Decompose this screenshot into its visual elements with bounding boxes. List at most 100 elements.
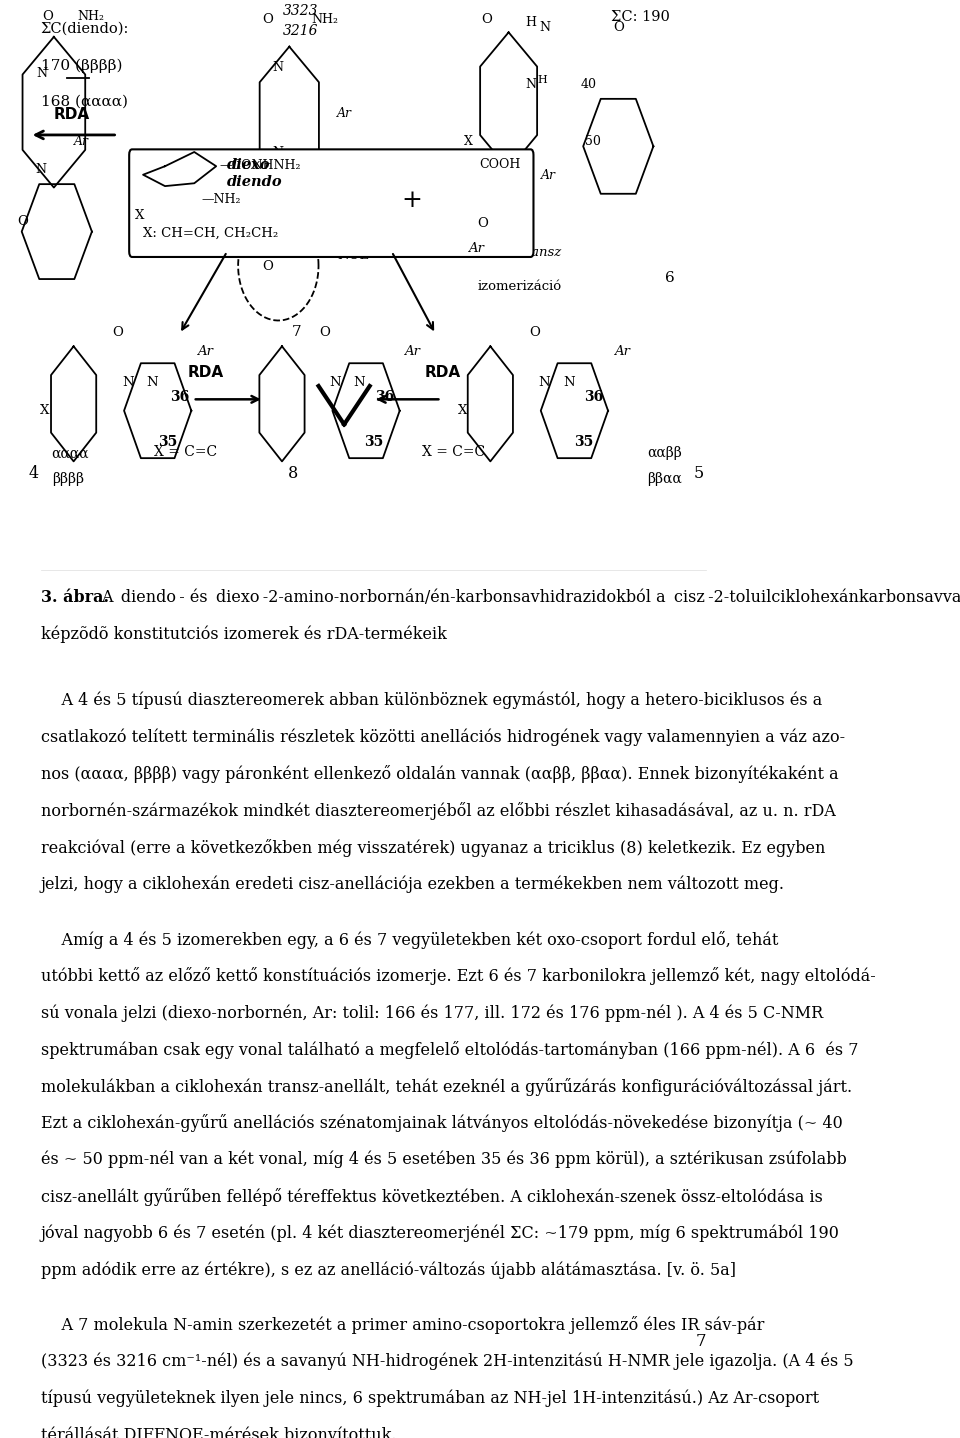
Text: 35: 35 (364, 436, 383, 449)
Text: N: N (525, 78, 536, 91)
Text: X: X (458, 404, 468, 417)
Text: ΣC: 190: ΣC: 190 (611, 10, 669, 24)
Text: NOE: NOE (337, 249, 369, 262)
Text: A 4 és 5 típusú diasztereomerek abban különböznek egymástól, hogy a hetero-bicik: A 4 és 5 típusú diasztereomerek abban kü… (40, 692, 822, 709)
Text: 168 (αααα): 168 (αααα) (40, 95, 128, 109)
Text: N: N (147, 377, 158, 390)
Text: N: N (539, 377, 550, 390)
Text: O: O (319, 326, 330, 339)
Text: 35: 35 (157, 436, 177, 449)
Text: 35: 35 (574, 436, 593, 449)
Text: ΣC(diendo):: ΣC(diendo): (40, 22, 129, 35)
Text: spektrumában csak egy vonal található a megfelelő eltolódás-tartományban (166 pp: spektrumában csak egy vonal található a … (40, 1041, 858, 1058)
Text: nos (αααα, ββββ) vagy páronként ellenkező oldalán vannak (ααββ, ββαα). Ennek biz: nos (αααα, ββββ) vagy páronként ellenkez… (40, 765, 838, 784)
Text: O: O (529, 326, 540, 339)
Text: N: N (540, 22, 551, 35)
Text: 5: 5 (693, 466, 704, 483)
Text: jelzi, hogy a ciklohexán eredeti cisz-anellációja ezekben a termékekben nem vált: jelzi, hogy a ciklohexán eredeti cisz-an… (40, 876, 784, 893)
Text: N: N (329, 377, 341, 390)
Text: sú vonala jelzi (diexo-norbornén, Ar: tolil: 166 és 177, ill. 172 és 176 ppm-nél: sú vonala jelzi (diexo-norbornén, Ar: to… (40, 1004, 823, 1021)
Text: 4: 4 (29, 466, 38, 483)
Text: 3216: 3216 (282, 24, 318, 37)
Text: diexo: diexo (228, 158, 271, 171)
Text: típusú vegyületeknek ilyen jele nincs, 6 spektrumában az NH-jel 1H-intenzitású.): típusú vegyületeknek ilyen jele nincs, 6… (40, 1389, 819, 1408)
Text: —CONHNH₂: —CONHNH₂ (220, 158, 301, 171)
Text: O: O (17, 214, 28, 227)
Text: A  diendo - és  diexo -2-amino-norbornán/én-karbonsavhidrazidokból a  cisz -2-to: A diendo - és diexo -2-amino-norbornán/é… (102, 590, 960, 607)
Text: RDA: RDA (187, 365, 224, 380)
Text: NH₂: NH₂ (311, 13, 338, 26)
Text: izomerizáció: izomerizáció (478, 280, 562, 293)
Text: 36: 36 (585, 390, 604, 404)
Text: 170 (ββββ): 170 (ββββ) (40, 58, 122, 72)
Text: ββαα: ββαα (648, 472, 683, 486)
Text: térállását DIFFNOE-mérések bizonyítottuk.: térállását DIFFNOE-mérések bizonyítottuk… (40, 1426, 396, 1438)
Text: Ar: Ar (197, 345, 213, 358)
Text: csatlakozó telített terminális részletek közötti anellációs hidrogének vagy vala: csatlakozó telített terminális részletek… (40, 729, 845, 746)
Text: N: N (353, 377, 365, 390)
Text: +: + (401, 188, 422, 211)
Text: O: O (612, 22, 624, 35)
Text: X: X (464, 135, 473, 148)
Text: X: X (39, 404, 49, 417)
Text: 36: 36 (374, 390, 394, 404)
Text: N: N (36, 164, 46, 177)
Text: Ar: Ar (468, 242, 484, 255)
Text: N: N (36, 66, 48, 79)
Text: Ar: Ar (74, 135, 88, 148)
Text: Ar: Ar (614, 345, 630, 358)
Text: H: H (538, 75, 547, 85)
Text: O: O (262, 13, 273, 26)
Text: 3. ábra.: 3. ábra. (40, 590, 108, 607)
Text: A 7 molekula N-amin szerkezetét a primer amino-csoportokra jellemző éles IR sáv-: A 7 molekula N-amin szerkezetét a primer… (40, 1316, 764, 1334)
Text: Amíg a 4 és 5 izomerekben egy, a 6 és 7 vegyületekben két oxo-csoport fordul elő: Amíg a 4 és 5 izomerekben egy, a 6 és 7 … (40, 930, 779, 949)
Text: O: O (262, 260, 273, 273)
Text: N: N (123, 377, 134, 390)
Text: (3323 és 3216 cm⁻¹-nél) és a savanyú NH-hidrogének 2H-intenzitású H-NMR jele iga: (3323 és 3216 cm⁻¹-nél) és a savanyú NH-… (40, 1353, 853, 1370)
Text: COOH: COOH (479, 158, 520, 171)
Text: N: N (564, 377, 575, 390)
Text: 7: 7 (695, 1333, 706, 1349)
Text: Ar: Ar (404, 345, 420, 358)
Text: cisz-anellált gyűrűben fellépő téreffektus következtében. A ciklohexán-szenek ös: cisz-anellált gyűrűben fellépő téreffekt… (40, 1188, 823, 1205)
Text: O: O (481, 13, 492, 26)
Text: jóval nagyobb 6 és 7 esetén (pl. 4 két diasztereomerjénél ΣC: ~179 ppm, míg 6 sp: jóval nagyobb 6 és 7 esetén (pl. 4 két d… (40, 1224, 840, 1242)
Text: képzõdõ konstitutciós izomerek és rDA-termékeik: képzõdõ konstitutciós izomerek és rDA-te… (40, 626, 446, 643)
Text: O: O (42, 10, 54, 23)
Text: RDA: RDA (54, 106, 90, 121)
Text: N: N (273, 147, 284, 160)
Text: 50: 50 (585, 135, 601, 148)
Text: αααα: αααα (52, 446, 89, 460)
Text: X: CH=CH, CH₂CH₂: X: CH=CH, CH₂CH₂ (143, 227, 278, 240)
Text: —NH₂: —NH₂ (202, 193, 241, 206)
Text: RDA: RDA (424, 365, 461, 380)
Text: 6: 6 (664, 272, 674, 285)
Text: norbornén-származékok mindkét diasztereomerjéből az előbbi részlet kihasadásával: norbornén-származékok mindkét diasztereo… (40, 802, 835, 820)
Text: Ezt a ciklohexán-gyűrű anellációs szénatomjainak látványos eltolódás-növekedése : Ezt a ciklohexán-gyűrű anellációs szénat… (40, 1114, 843, 1132)
Text: reakcióval (erre a következőkben még visszatérek) ugyanaz a triciklus (8) keletk: reakcióval (erre a következőkben még vis… (40, 838, 825, 857)
Text: és ~ 50 ppm-nél van a két vonal, míg 4 és 5 esetében 35 és 36 ppm körül), a szté: és ~ 50 ppm-nél van a két vonal, míg 4 é… (40, 1150, 847, 1169)
Text: Ar: Ar (541, 170, 557, 183)
Text: diendo: diendo (228, 175, 283, 188)
Text: 7: 7 (292, 325, 301, 339)
Text: X = C=C: X = C=C (154, 444, 217, 459)
Text: → transz: → transz (503, 246, 561, 259)
Text: Ar: Ar (337, 106, 351, 119)
Text: utóbbi kettő az előző kettő konstítuációs izomerje. Ezt 6 és 7 karbonilokra jell: utóbbi kettő az előző kettő konstítuáció… (40, 968, 876, 985)
Text: ββββ: ββββ (52, 472, 84, 486)
Text: ppm adódik erre az értékre), s ez az anelláció-változás újabb alátámasztása. [v.: ppm adódik erre az értékre), s ez az ane… (40, 1261, 735, 1278)
Text: cisz: cisz (476, 246, 501, 259)
Text: ααββ: ααββ (648, 446, 683, 460)
Text: 3323: 3323 (282, 4, 318, 19)
Text: O: O (477, 217, 489, 230)
Text: O: O (112, 326, 123, 339)
Text: 36: 36 (170, 390, 189, 404)
Text: 8: 8 (288, 466, 298, 483)
FancyBboxPatch shape (130, 150, 534, 257)
Text: N: N (273, 60, 284, 73)
Text: NH₂: NH₂ (77, 10, 105, 23)
Text: molekulákban a ciklohexán transz-anellált, tehát ezeknél a gyűrűzárás konfigurác: molekulákban a ciklohexán transz-anellál… (40, 1077, 852, 1096)
Text: X = C=C: X = C=C (422, 444, 486, 459)
Text: 40: 40 (581, 78, 597, 91)
Text: X: X (134, 209, 144, 221)
